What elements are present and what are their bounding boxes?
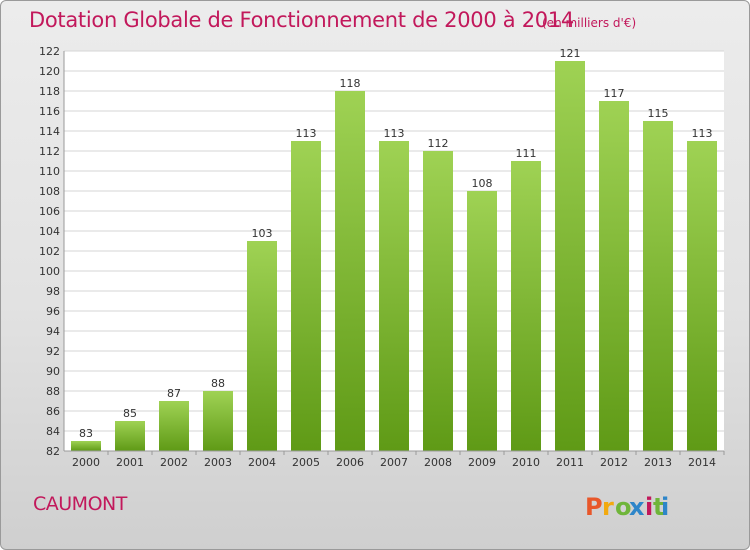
x-tick-label: 2008 — [424, 456, 452, 469]
data-label: 113 — [384, 127, 405, 140]
chart-unit-note: (en milliers d'€) — [542, 16, 637, 30]
logo-letter: i — [645, 493, 653, 521]
data-label: 112 — [428, 137, 449, 150]
data-label: 113 — [296, 127, 317, 140]
x-tick-label: 2001 — [116, 456, 144, 469]
y-tick-label: 84 — [46, 425, 60, 438]
y-tick-label: 98 — [46, 285, 60, 298]
data-label: 87 — [167, 387, 181, 400]
x-tick-label: 2005 — [292, 456, 320, 469]
y-tick-label: 116 — [39, 105, 60, 118]
bar — [115, 421, 145, 451]
bar — [511, 161, 541, 451]
x-tick-label: 2007 — [380, 456, 408, 469]
bar — [379, 141, 409, 451]
bar — [423, 151, 453, 451]
bar — [555, 61, 585, 451]
x-tick-label: 2000 — [72, 456, 100, 469]
data-label: 83 — [79, 427, 93, 440]
x-tick-label: 2012 — [600, 456, 628, 469]
y-tick-label: 94 — [46, 325, 60, 338]
logo-letter: r — [602, 493, 614, 521]
x-tick-label: 2006 — [336, 456, 364, 469]
x-tick-label: 2010 — [512, 456, 540, 469]
bar — [643, 121, 673, 451]
x-tick-label: 2009 — [468, 456, 496, 469]
x-tick-label: 2003 — [204, 456, 232, 469]
bar — [203, 391, 233, 451]
y-tick-label: 120 — [39, 65, 60, 78]
bar — [247, 241, 277, 451]
y-tick-label: 90 — [46, 365, 60, 378]
data-label: 117 — [604, 87, 625, 100]
y-tick-label: 106 — [39, 205, 60, 218]
x-tick-label: 2002 — [160, 456, 188, 469]
bar — [71, 441, 101, 451]
bar — [291, 141, 321, 451]
y-tick-label: 96 — [46, 305, 60, 318]
logo-letter: P — [585, 493, 603, 521]
commune-name: CAUMONT — [33, 493, 127, 515]
y-tick-label: 102 — [39, 245, 60, 258]
y-tick-label: 118 — [39, 85, 60, 98]
data-label: 113 — [692, 127, 713, 140]
bar — [687, 141, 717, 451]
y-tick-label: 122 — [39, 45, 60, 58]
bar — [467, 191, 497, 451]
y-tick-label: 82 — [46, 445, 60, 458]
chart-title: Dotation Globale de Fonctionnement de 20… — [29, 8, 574, 32]
logo-letter: o — [615, 493, 632, 521]
data-label: 118 — [340, 77, 361, 90]
y-tick-label: 86 — [46, 405, 60, 418]
y-tick-label: 104 — [39, 225, 60, 238]
bar — [335, 91, 365, 451]
x-tick-label: 2014 — [688, 456, 716, 469]
data-label: 85 — [123, 407, 137, 420]
data-label: 108 — [472, 177, 493, 190]
y-tick-label: 88 — [46, 385, 60, 398]
logo-letter: i — [661, 493, 669, 521]
data-label: 121 — [560, 47, 581, 60]
data-label: 111 — [516, 147, 537, 160]
data-label: 115 — [648, 107, 669, 120]
y-tick-label: 112 — [39, 145, 60, 158]
data-label: 88 — [211, 377, 225, 390]
bar — [159, 401, 189, 451]
y-tick-label: 100 — [39, 265, 60, 278]
logo-letter: t — [653, 493, 664, 521]
y-tick-label: 114 — [39, 125, 60, 138]
data-label: 103 — [252, 227, 273, 240]
bar — [599, 101, 629, 451]
x-tick-label: 2004 — [248, 456, 276, 469]
y-tick-label: 108 — [39, 185, 60, 198]
y-tick-label: 110 — [39, 165, 60, 178]
y-tick-label: 92 — [46, 345, 60, 358]
x-tick-label: 2013 — [644, 456, 672, 469]
x-tick-label: 2011 — [556, 456, 584, 469]
logo-letter: x — [629, 493, 645, 521]
